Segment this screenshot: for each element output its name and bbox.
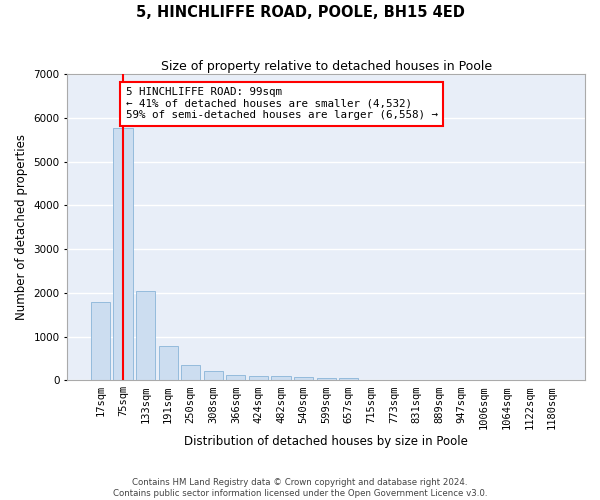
Bar [113,128,133,380]
Bar [158,346,178,380]
Bar [91,302,110,380]
Bar [136,290,155,380]
Bar [181,364,200,380]
Bar [294,377,313,380]
Y-axis label: Number of detached properties: Number of detached properties [15,134,28,320]
X-axis label: Distribution of detached houses by size in Poole: Distribution of detached houses by size … [184,434,468,448]
Text: 5 HINCHLIFFE ROAD: 99sqm
← 41% of detached houses are smaller (4,532)
59% of sem: 5 HINCHLIFFE ROAD: 99sqm ← 41% of detach… [126,88,438,120]
Bar [271,376,290,380]
Bar [317,378,336,380]
Text: 5, HINCHLIFFE ROAD, POOLE, BH15 4ED: 5, HINCHLIFFE ROAD, POOLE, BH15 4ED [136,5,464,20]
Text: Contains HM Land Registry data © Crown copyright and database right 2024.
Contai: Contains HM Land Registry data © Crown c… [113,478,487,498]
Bar [339,378,358,380]
Bar [226,374,245,380]
Bar [204,371,223,380]
Bar [249,376,268,380]
Title: Size of property relative to detached houses in Poole: Size of property relative to detached ho… [161,60,492,73]
